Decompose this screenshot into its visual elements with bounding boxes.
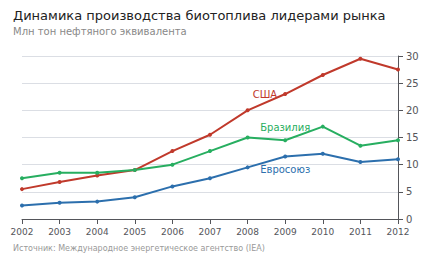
svg-text:Источник: Международное энерге: Источник: Международное энергетическое а… [13,244,265,253]
svg-text:2003: 2003 [48,227,71,237]
svg-text:25: 25 [406,78,419,89]
svg-text:Евросоюз: Евросоюз [260,164,310,175]
svg-text:2004: 2004 [86,227,109,237]
svg-text:2002: 2002 [11,227,34,237]
svg-text:2009: 2009 [274,227,297,237]
svg-text:2008: 2008 [236,227,259,237]
svg-text:2006: 2006 [161,227,184,237]
svg-text:15: 15 [406,132,419,143]
svg-text:Динамика производства биотопли: Динамика производства биотоплива лидерам… [13,8,386,23]
svg-text:2007: 2007 [199,227,222,237]
svg-text:2011: 2011 [349,227,372,237]
svg-text:30: 30 [406,51,419,62]
svg-text:Млн тон нефтяного эквивалента: Млн тон нефтяного эквивалента [13,26,187,37]
svg-text:20: 20 [406,105,419,116]
svg-text:5: 5 [406,186,412,197]
svg-text:0: 0 [406,214,412,225]
svg-text:Бразилия: Бразилия [260,122,310,133]
svg-text:2012: 2012 [387,227,410,237]
svg-text:10: 10 [406,159,419,170]
svg-text:2010: 2010 [311,227,334,237]
svg-text:США: США [253,89,278,100]
svg-text:2005: 2005 [123,227,146,237]
